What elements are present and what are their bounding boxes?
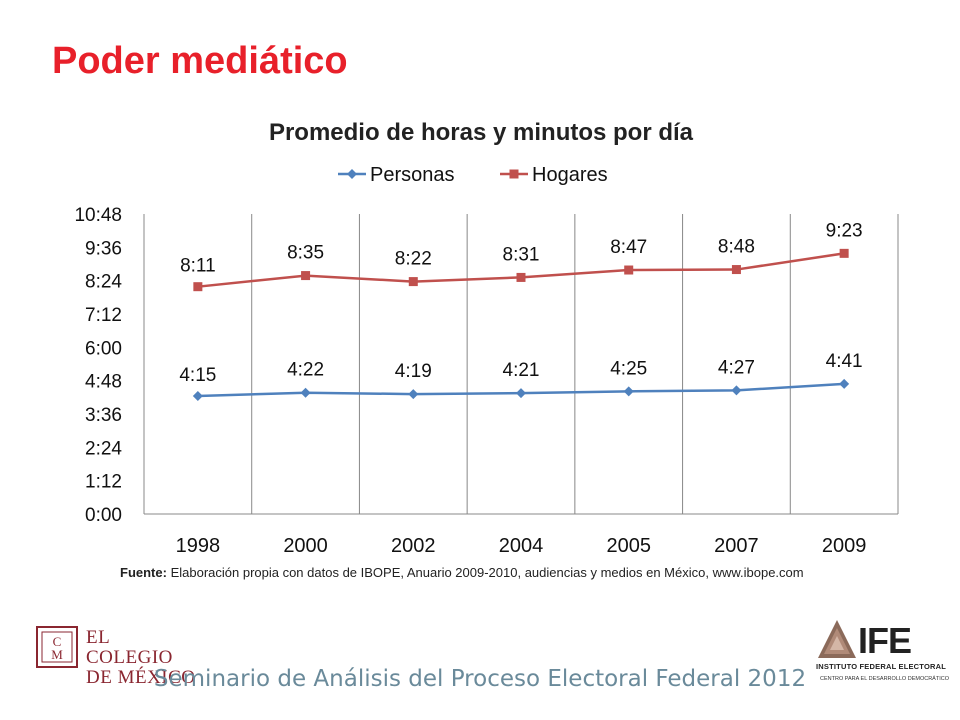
y-tick-label: 8:24 bbox=[85, 272, 122, 293]
data-label: 8:22 bbox=[395, 249, 432, 270]
ife-logo: IFE INSTITUTO FEDERAL ELECTORAL CENTRO P… bbox=[816, 618, 949, 688]
data-label: 8:35 bbox=[287, 243, 324, 264]
x-tick-label: 2005 bbox=[606, 535, 651, 557]
ife-subtitle: INSTITUTO FEDERAL ELECTORAL bbox=[816, 662, 946, 671]
y-tick-label: 6:00 bbox=[85, 338, 122, 359]
slide-title: Poder mediático bbox=[52, 40, 348, 82]
legend-label: Hogares bbox=[532, 164, 608, 186]
x-tick-label: 2002 bbox=[391, 535, 436, 557]
data-point bbox=[516, 272, 526, 282]
colmex-mark-icon: C M bbox=[36, 626, 78, 668]
data-point bbox=[301, 271, 311, 281]
data-point bbox=[731, 385, 742, 396]
data-point bbox=[624, 265, 634, 275]
data-point bbox=[623, 386, 634, 397]
colmex-name: EL COLEGIO DE MÉXICO bbox=[86, 628, 196, 688]
data-point bbox=[839, 378, 850, 389]
vertical-gridlines bbox=[143, 214, 899, 515]
data-label: 4:27 bbox=[718, 357, 755, 378]
colmex-line2: DE MÉXICO bbox=[86, 667, 196, 688]
ife-subtitle-2: CENTRO PARA EL DESARROLLO DEMOCRÁTICO bbox=[820, 676, 949, 682]
data-label: 9:23 bbox=[826, 220, 863, 241]
chart-title: Promedio de horas y minutos por día bbox=[269, 119, 694, 146]
data-point bbox=[408, 277, 418, 287]
data-point bbox=[839, 248, 849, 258]
data-label: 4:19 bbox=[395, 361, 432, 382]
data-point bbox=[516, 388, 526, 399]
data-label: 4:15 bbox=[179, 365, 216, 386]
data-label: 4:21 bbox=[503, 360, 540, 381]
data-label: 4:25 bbox=[610, 358, 647, 379]
legend-label: Personas bbox=[370, 164, 455, 186]
data-point bbox=[731, 265, 741, 275]
x-tick-label: 2007 bbox=[714, 535, 759, 557]
data-label: 8:47 bbox=[610, 237, 647, 258]
x-tick-label: 2004 bbox=[499, 535, 544, 557]
x-axis: 1998 2000 2002 2004 2005 2007 2009 bbox=[176, 535, 867, 557]
slide-footer: Seminario de Análisis del Proceso Electo… bbox=[153, 666, 807, 692]
ife-name: IFE bbox=[858, 620, 912, 661]
data-point bbox=[193, 282, 203, 292]
data-point bbox=[300, 387, 311, 398]
data-label: 8:11 bbox=[180, 256, 216, 277]
chart-legend: Personas Hogares bbox=[338, 164, 608, 186]
svg-text:M: M bbox=[51, 647, 63, 662]
y-tick-label: 1:12 bbox=[85, 472, 122, 493]
data-label: 4:41 bbox=[826, 351, 863, 372]
y-tick-label: 9:36 bbox=[85, 238, 122, 259]
svg-text:C: C bbox=[53, 634, 62, 649]
chart-container: Promedio de horas y minutos por día Pers… bbox=[74, 119, 899, 557]
colmex-line1: EL COLEGIO bbox=[86, 627, 173, 668]
source-note: Fuente: Elaboración propia con datos de … bbox=[120, 563, 840, 582]
y-tick-label: 4:48 bbox=[85, 372, 122, 393]
x-tick-label: 1998 bbox=[176, 535, 221, 557]
y-axis: 0:00 1:12 2:24 3:36 4:48 6:00 7:12 8:24 9:36 10:4… bbox=[74, 205, 122, 526]
x-tick-label: 2009 bbox=[822, 535, 867, 557]
data-point bbox=[408, 389, 419, 400]
y-tick-label: 2:24 bbox=[85, 438, 122, 459]
data-label: 8:31 bbox=[503, 244, 540, 265]
legend-marker bbox=[509, 169, 519, 179]
ife-pyramid-icon bbox=[818, 620, 856, 658]
x-tick-label: 2000 bbox=[283, 535, 328, 557]
data-point bbox=[192, 390, 203, 401]
colegio-de-mexico-logo: C M EL COLEGIO DE MÉXICO bbox=[36, 626, 195, 688]
y-tick-label: 3:36 bbox=[85, 405, 122, 426]
y-tick-label: 0:00 bbox=[85, 505, 122, 526]
line-chart: Promedio de horas y minutos por día Pers… bbox=[74, 119, 899, 557]
source-text: Elaboración propia con datos de IBOPE, A… bbox=[166, 565, 804, 580]
data-label: 4:22 bbox=[287, 360, 324, 381]
data-label: 8:48 bbox=[718, 237, 755, 258]
series-layer: 4:15 4:22 4:19 4:21 4:25 4:27 4:41 8:11 8:35 8:22… bbox=[179, 220, 863, 401]
legend-marker bbox=[347, 169, 357, 179]
source-label: Fuente: bbox=[120, 565, 167, 580]
y-tick-label: 7:12 bbox=[85, 305, 122, 326]
y-tick-label: 10:48 bbox=[74, 205, 122, 226]
